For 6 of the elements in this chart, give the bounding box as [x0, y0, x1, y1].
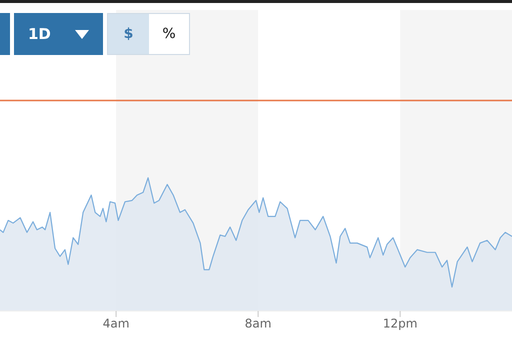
- text: 1D: [28, 25, 51, 43]
- x-tick-label: 12pm: [382, 316, 418, 331]
- text: $: [108, 14, 149, 54]
- x-tick-label: 4am: [102, 316, 130, 331]
- x-tick-label: 8am: [244, 316, 272, 331]
- text: %: [149, 14, 189, 54]
